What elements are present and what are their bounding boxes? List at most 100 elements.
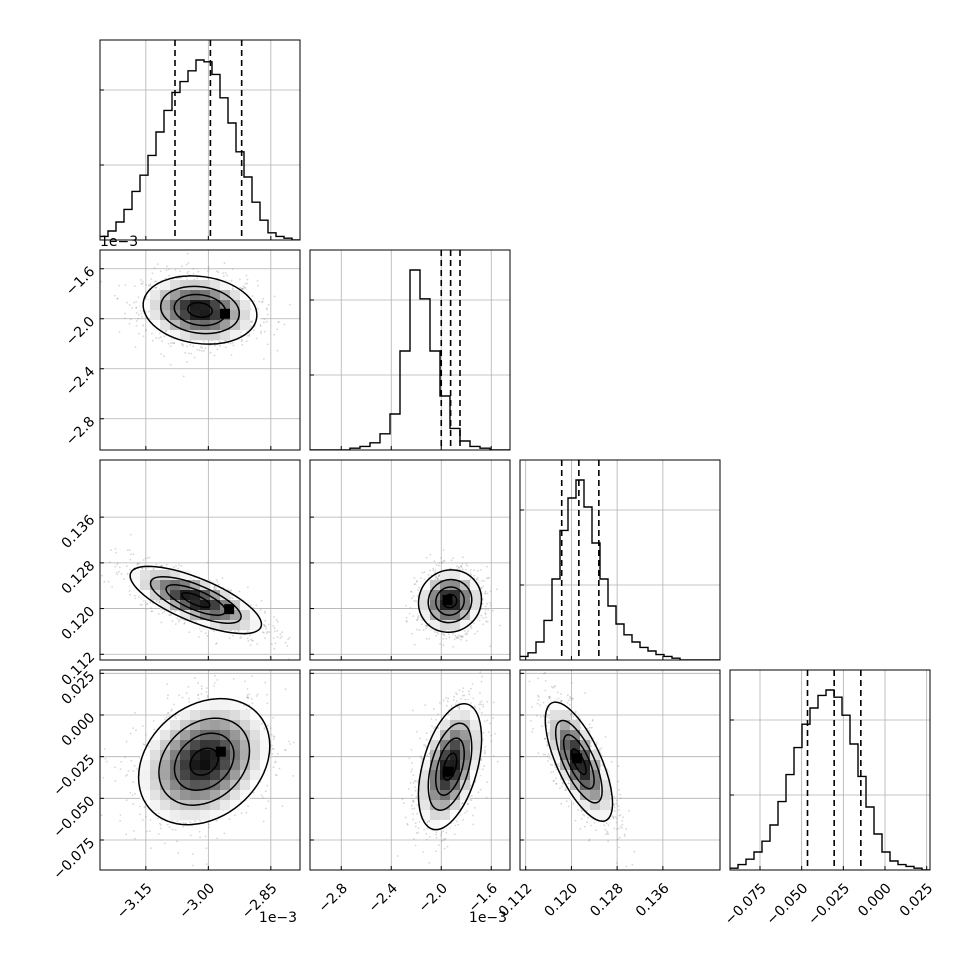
scatter-point xyxy=(144,734,147,736)
scatter-point xyxy=(132,553,135,556)
scatter-point xyxy=(425,556,428,559)
scatter-point xyxy=(125,775,127,777)
scatter-point xyxy=(263,727,266,729)
scatter-point xyxy=(426,625,429,628)
scatter-point xyxy=(432,567,435,570)
scatter-point xyxy=(142,559,145,561)
scatter-point xyxy=(145,329,147,332)
scatter-point xyxy=(168,268,170,271)
scatter-point xyxy=(260,332,262,334)
scatter-point xyxy=(486,565,488,568)
scatter-point xyxy=(150,607,153,610)
scatter-point xyxy=(436,577,439,580)
scatter-point xyxy=(187,262,190,265)
panel-frame xyxy=(99,249,301,451)
scatter-point xyxy=(155,286,158,289)
scatter-point xyxy=(264,625,267,628)
scatter-point xyxy=(141,567,143,569)
scatter-point xyxy=(189,821,192,824)
scatter-point xyxy=(141,315,144,318)
scatter-point xyxy=(213,341,216,344)
scatter-point xyxy=(466,564,469,567)
scatter-point xyxy=(270,733,273,736)
scatter-point xyxy=(263,623,265,626)
scatter-point xyxy=(135,729,137,731)
density-cell xyxy=(220,610,231,621)
scatter-point xyxy=(462,556,464,559)
scatter-point xyxy=(188,352,190,355)
scatter-point xyxy=(450,567,453,570)
scatter-point xyxy=(214,674,216,677)
scatter-point xyxy=(137,562,139,565)
scatter-point xyxy=(160,353,163,355)
scatter-point xyxy=(155,337,158,340)
scatter-point xyxy=(119,566,121,569)
scatter-point xyxy=(186,272,189,274)
scatter-point xyxy=(206,635,209,637)
scatter-point xyxy=(213,586,216,589)
scatter-point xyxy=(484,590,487,593)
scatter-point xyxy=(223,262,226,264)
density-cell xyxy=(190,580,201,591)
scatter-point xyxy=(276,636,279,639)
scatter-point xyxy=(200,693,203,695)
density-cell xyxy=(130,580,141,591)
scatter-point xyxy=(234,814,236,817)
scatter-point xyxy=(273,616,275,618)
scatter-point xyxy=(156,263,159,265)
scatter-point xyxy=(255,695,258,697)
scatter-point xyxy=(486,577,488,579)
scatter-point xyxy=(474,632,476,635)
scatter-point xyxy=(441,633,444,635)
scatter-point xyxy=(133,594,136,597)
panel-frame-group xyxy=(309,459,511,661)
scatter-point xyxy=(442,560,445,563)
scatter-point xyxy=(489,602,492,604)
scatter-point xyxy=(165,330,168,332)
scatter-point xyxy=(139,279,142,281)
scatter-point xyxy=(177,567,180,570)
scatter-point xyxy=(158,332,161,335)
scatter-point xyxy=(284,688,287,691)
scatter-point xyxy=(273,295,276,298)
panel-frame xyxy=(99,39,301,241)
scatter-point xyxy=(250,320,253,323)
scatter-point xyxy=(133,285,136,287)
scatter-point xyxy=(138,596,140,598)
density-cell xyxy=(240,310,251,321)
scatter-point xyxy=(405,616,408,619)
panel-frame xyxy=(309,249,511,451)
panel-frame-group xyxy=(99,459,301,661)
density-cell xyxy=(160,580,171,591)
scatter-point xyxy=(487,577,489,580)
density-cell xyxy=(240,610,251,621)
scatter-point xyxy=(414,583,417,585)
scatter-point xyxy=(167,342,170,345)
scatter-point xyxy=(274,642,277,645)
density-cell xyxy=(450,590,461,601)
scatter-point xyxy=(200,630,203,633)
scatter-point xyxy=(252,791,255,794)
contour-level-1 xyxy=(159,285,241,335)
scatter-point xyxy=(429,569,431,572)
scatter-point xyxy=(213,354,216,357)
scatter-point xyxy=(435,564,438,566)
scatter-point xyxy=(459,634,461,637)
scatter-point xyxy=(145,567,148,570)
scatter-point xyxy=(442,637,445,640)
scatter-point xyxy=(450,559,453,562)
scatter-point xyxy=(270,643,273,645)
scatter-point xyxy=(412,595,415,597)
scatter-point xyxy=(131,794,134,797)
density-peak xyxy=(224,604,235,615)
scatter-point xyxy=(178,619,180,621)
scatter-point xyxy=(417,617,420,620)
scatter-point xyxy=(250,325,253,328)
scatter-point xyxy=(436,631,439,633)
scatter-point xyxy=(443,634,446,637)
scatter-point xyxy=(160,824,162,826)
scatter-point xyxy=(458,637,460,640)
scatter-point xyxy=(126,549,129,552)
scatter-point xyxy=(201,347,204,349)
scatter-point xyxy=(410,590,412,593)
